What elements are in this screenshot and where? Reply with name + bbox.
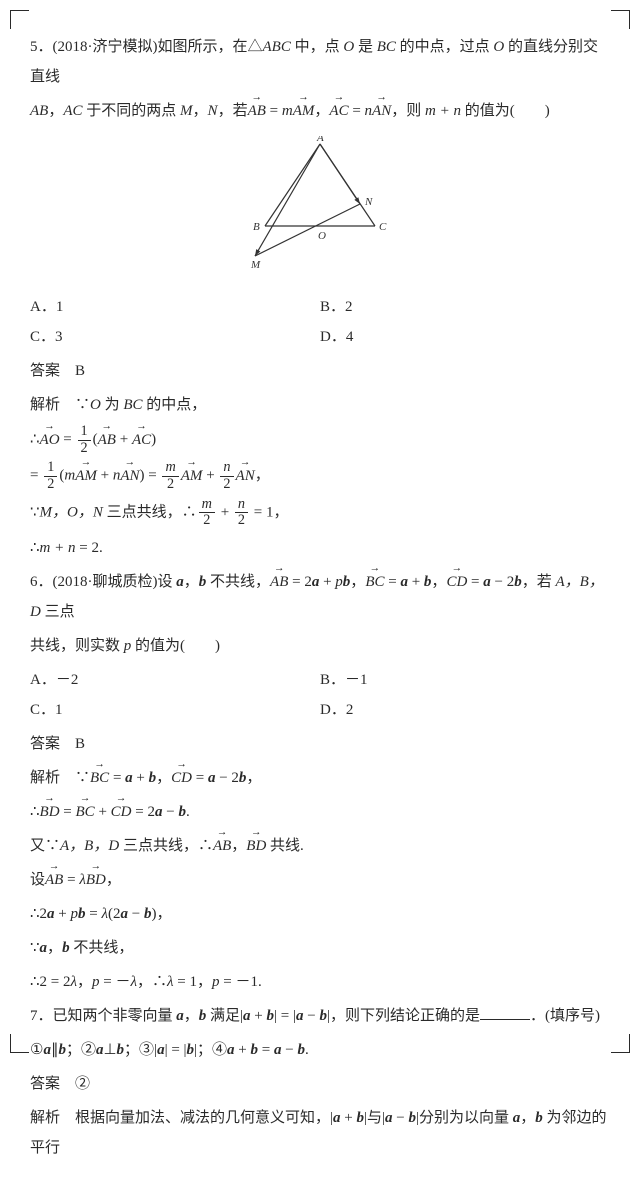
choice-c[interactable]: C．3: [30, 322, 320, 352]
svg-text:O: O: [318, 230, 326, 242]
choice-b[interactable]: B．－1: [320, 665, 610, 695]
svg-text:M: M: [250, 259, 261, 271]
q7-answer: 答案 ②: [30, 1069, 610, 1099]
choice-d[interactable]: D．2: [320, 695, 610, 725]
q5-exp-1: 解析 ∵O 为 BC 的中点，: [30, 390, 610, 420]
q6-exp-7: ∴2 = 2λ，p = －λ，∴λ = 1，p = －1.: [30, 967, 610, 997]
fill-blank[interactable]: [480, 1004, 530, 1020]
q7-exp: 解析 根据向量加法、减法的几何意义可知，|a + b|与|a − b|分别为以向…: [30, 1103, 610, 1163]
q5-exp-4: ∵M，O，N 三点共线，∴m2 + n2 = 1，: [30, 497, 610, 529]
q6-exp-4: 设AB = λBD，: [30, 865, 610, 895]
q6-exp-5: ∴2a + pb = λ(2a − b)，: [30, 899, 610, 929]
q6-stem-2: 共线，则实数 p 的值为( ): [30, 631, 610, 661]
q6-answer: 答案 B: [30, 729, 610, 759]
q5-choices: A．1 B．2 C．3 D．4: [30, 292, 610, 352]
q7-options: ①a∥b；②a⊥b；③|a| = |b|；④a + b = a − b.: [30, 1035, 610, 1065]
q6-exp-6: ∵a，b 不共线，: [30, 933, 610, 963]
choice-c[interactable]: C．1: [30, 695, 320, 725]
q6-stem: 6．(2018·聊城质检)设 a，b 不共线，AB = 2a + pb，BC =…: [30, 567, 610, 627]
svg-text:C: C: [379, 221, 387, 233]
q5-exp-3: = 12(mAM + nAN) = m2AM + n2AN，: [30, 460, 610, 492]
svg-text:B: B: [253, 221, 260, 233]
svg-text:A: A: [316, 136, 324, 144]
q5-exp-2: ∴AO = 12(AB + AC): [30, 424, 610, 456]
choice-b[interactable]: B．2: [320, 292, 610, 322]
q5-answer: 答案 B: [30, 356, 610, 386]
choice-d[interactable]: D．4: [320, 322, 610, 352]
q6-choices: A．－2 B．－1 C．1 D．2: [30, 665, 610, 725]
svg-text:N: N: [364, 196, 373, 208]
q7-stem: 7．已知两个非零向量 a，b 满足|a + b| = |a − b|，则下列结论…: [30, 1001, 610, 1031]
q5-stem-line2: AB，AC 于不同的两点 M，N，若AB = mAM，AC = nAN，则 m …: [30, 96, 610, 126]
q6-exp-2: ∴BD = BC + CD = 2a − b.: [30, 797, 610, 827]
q6-exp-3: 又∵A，B，D 三点共线，∴AB，BD 共线.: [30, 831, 610, 861]
q5-figure: A B C M N O: [30, 136, 610, 282]
triangle-diagram: A B C M N O: [235, 136, 405, 271]
choice-a[interactable]: A．1: [30, 292, 320, 322]
q5-exp-5: ∴m + n = 2.: [30, 533, 610, 563]
q5-stem: 5．(2018·济宁模拟)如图所示，在△ABC 中，点 O 是 BC 的中点，过…: [30, 32, 610, 92]
choice-a[interactable]: A．－2: [30, 665, 320, 695]
